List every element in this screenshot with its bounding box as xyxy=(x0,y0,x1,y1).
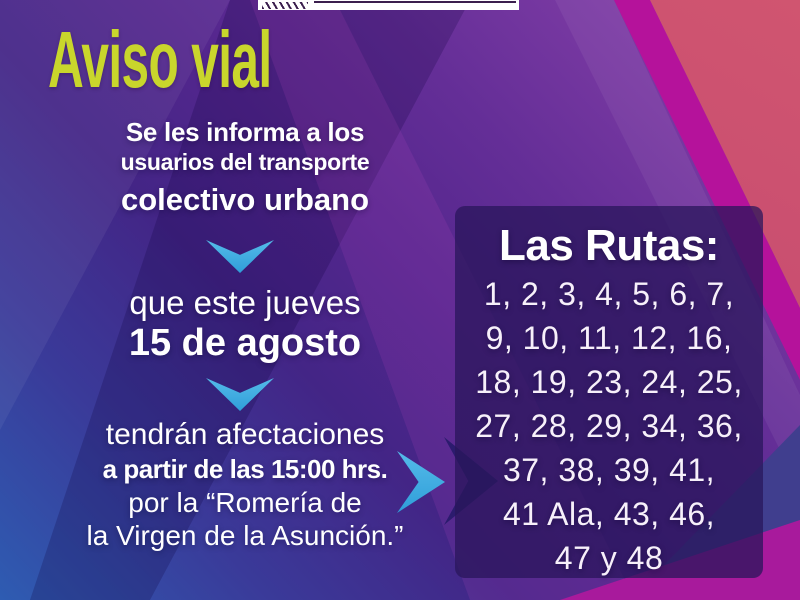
routes-line: 1, 2, 3, 4, 5, 6, 7, xyxy=(483,276,735,312)
date-line-weekday: que este jueves xyxy=(129,284,361,321)
details-block: tendrán afectaciones a partir de las 15:… xyxy=(40,418,450,552)
routes-heading: Las Rutas: xyxy=(499,221,719,270)
details-line-1: tendrán afectaciones xyxy=(105,418,385,451)
routes-line: 9, 10, 11, 12, 16, xyxy=(485,320,733,356)
details-line-4: la Virgen de la Asunción.” xyxy=(86,520,404,551)
logo-hatch-pattern xyxy=(262,2,308,9)
routes-panel: Las Rutas: 1, 2, 3, 4, 5, 6, 7, 9, 10, 1… xyxy=(455,206,763,578)
routes-line: 37, 38, 39, 41, xyxy=(502,452,716,488)
logo-strip xyxy=(258,0,519,10)
intro-block: Se les informa a los usuarios del transp… xyxy=(40,117,450,223)
routes-line: 41 Ala, 43, 46, xyxy=(502,496,716,532)
date-block: que este jueves 15 de agosto xyxy=(40,284,450,364)
page-title: Aviso vial xyxy=(48,15,272,104)
chevron-down-icon xyxy=(206,240,274,273)
intro-line-1: Se les informa a los xyxy=(125,117,365,147)
routes-line: 27, 28, 29, 34, 36, xyxy=(475,408,743,444)
date-line-date: 15 de agosto xyxy=(128,322,362,364)
routes-line: 18, 19, 23, 24, 25, xyxy=(475,364,743,400)
logo-rule-line xyxy=(314,1,516,3)
chevron-down-icon xyxy=(206,378,274,411)
routes-line: 47 y 48 xyxy=(554,540,664,576)
details-line-2: a partir de las 15:00 hrs. xyxy=(102,454,388,484)
intro-line-2: usuarios del transporte xyxy=(120,149,370,175)
details-line-3: por la “Romería de xyxy=(128,487,362,518)
intro-line-3: colectivo urbano xyxy=(120,182,370,217)
